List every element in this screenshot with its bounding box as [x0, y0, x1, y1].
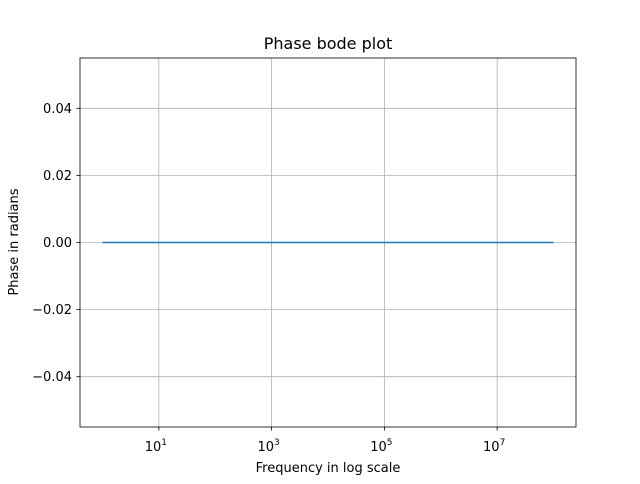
x-tick-exponent: 7	[500, 438, 506, 448]
x-tick-exponent: 3	[274, 438, 280, 448]
y-tick-label: 0.00	[43, 236, 72, 251]
y-tick-label: 0.04	[43, 102, 72, 117]
x-axis-label: Frequency in log scale	[256, 461, 401, 476]
y-tick-label: −0.02	[32, 303, 72, 318]
y-tick-label: −0.04	[32, 370, 72, 385]
y-tick-label: 0.02	[43, 169, 72, 184]
chart-title: Phase bode plot	[264, 34, 393, 53]
y-axis-label: Phase in radians	[7, 188, 22, 295]
x-tick-exponent: 5	[387, 438, 393, 448]
x-tick-exponent: 1	[161, 438, 167, 448]
